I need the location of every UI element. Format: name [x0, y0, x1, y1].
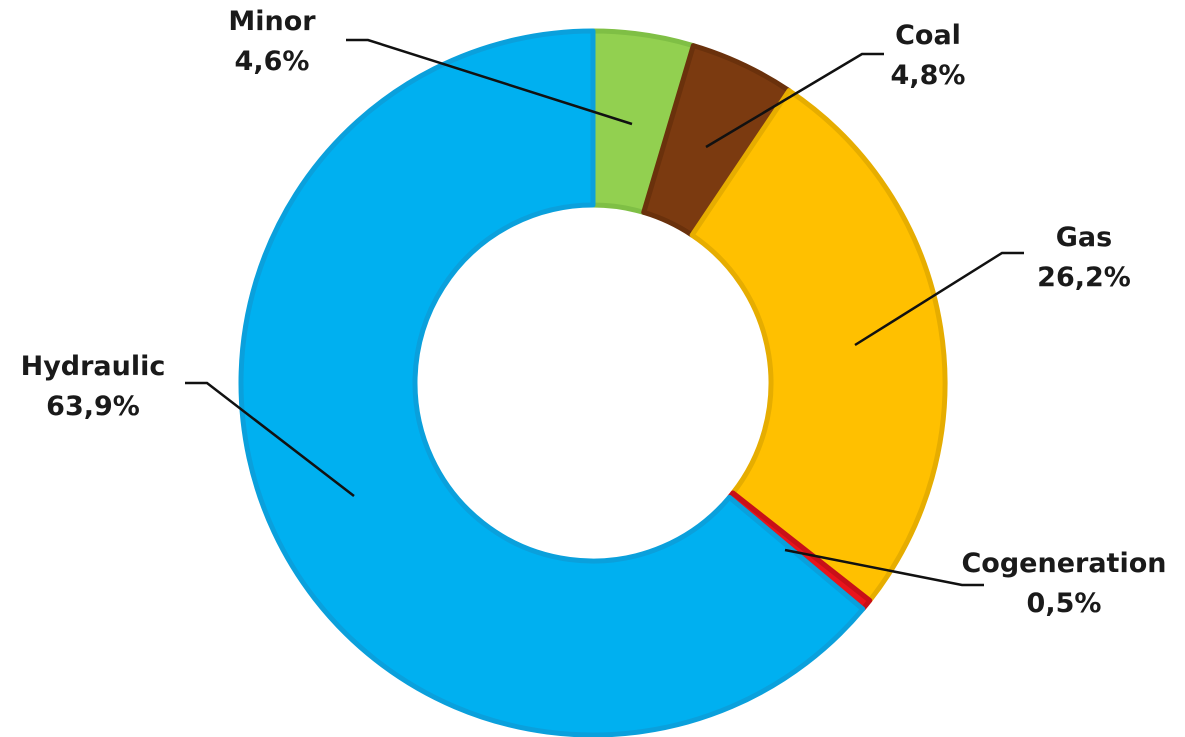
slice-hydraulic	[238, 28, 866, 737]
slice-label-hydraulic: Hydraulic	[21, 351, 166, 382]
leader-line-minor	[346, 38, 633, 126]
leader-line-gas	[854, 251, 1024, 347]
leaders-group	[185, 38, 1024, 587]
slice-value-minor: 4,6%	[235, 46, 310, 77]
leader-line-cogeneration	[784, 548, 984, 587]
leader-line-coal	[705, 52, 884, 149]
slice-value-gas: 26,2%	[1037, 262, 1131, 293]
slices-group	[238, 28, 948, 737]
slice-label-gas: Gas	[1056, 222, 1112, 253]
slice-label-coal: Coal	[895, 20, 961, 51]
leader-line-hydraulic	[185, 381, 355, 497]
slice-label-cogeneration: Cogeneration	[961, 548, 1166, 579]
slice-label-minor: Minor	[228, 6, 316, 37]
labels-group: Minor 4,6% Coal 4,8% Gas 26,2% Cogeneration 0,5…	[21, 6, 1167, 619]
slice-value-hydraulic: 63,9%	[46, 391, 140, 422]
slice-value-cogeneration: 0,5%	[1027, 588, 1102, 619]
slice-value-coal: 4,8%	[891, 60, 966, 91]
slice-gas	[689, 88, 948, 603]
